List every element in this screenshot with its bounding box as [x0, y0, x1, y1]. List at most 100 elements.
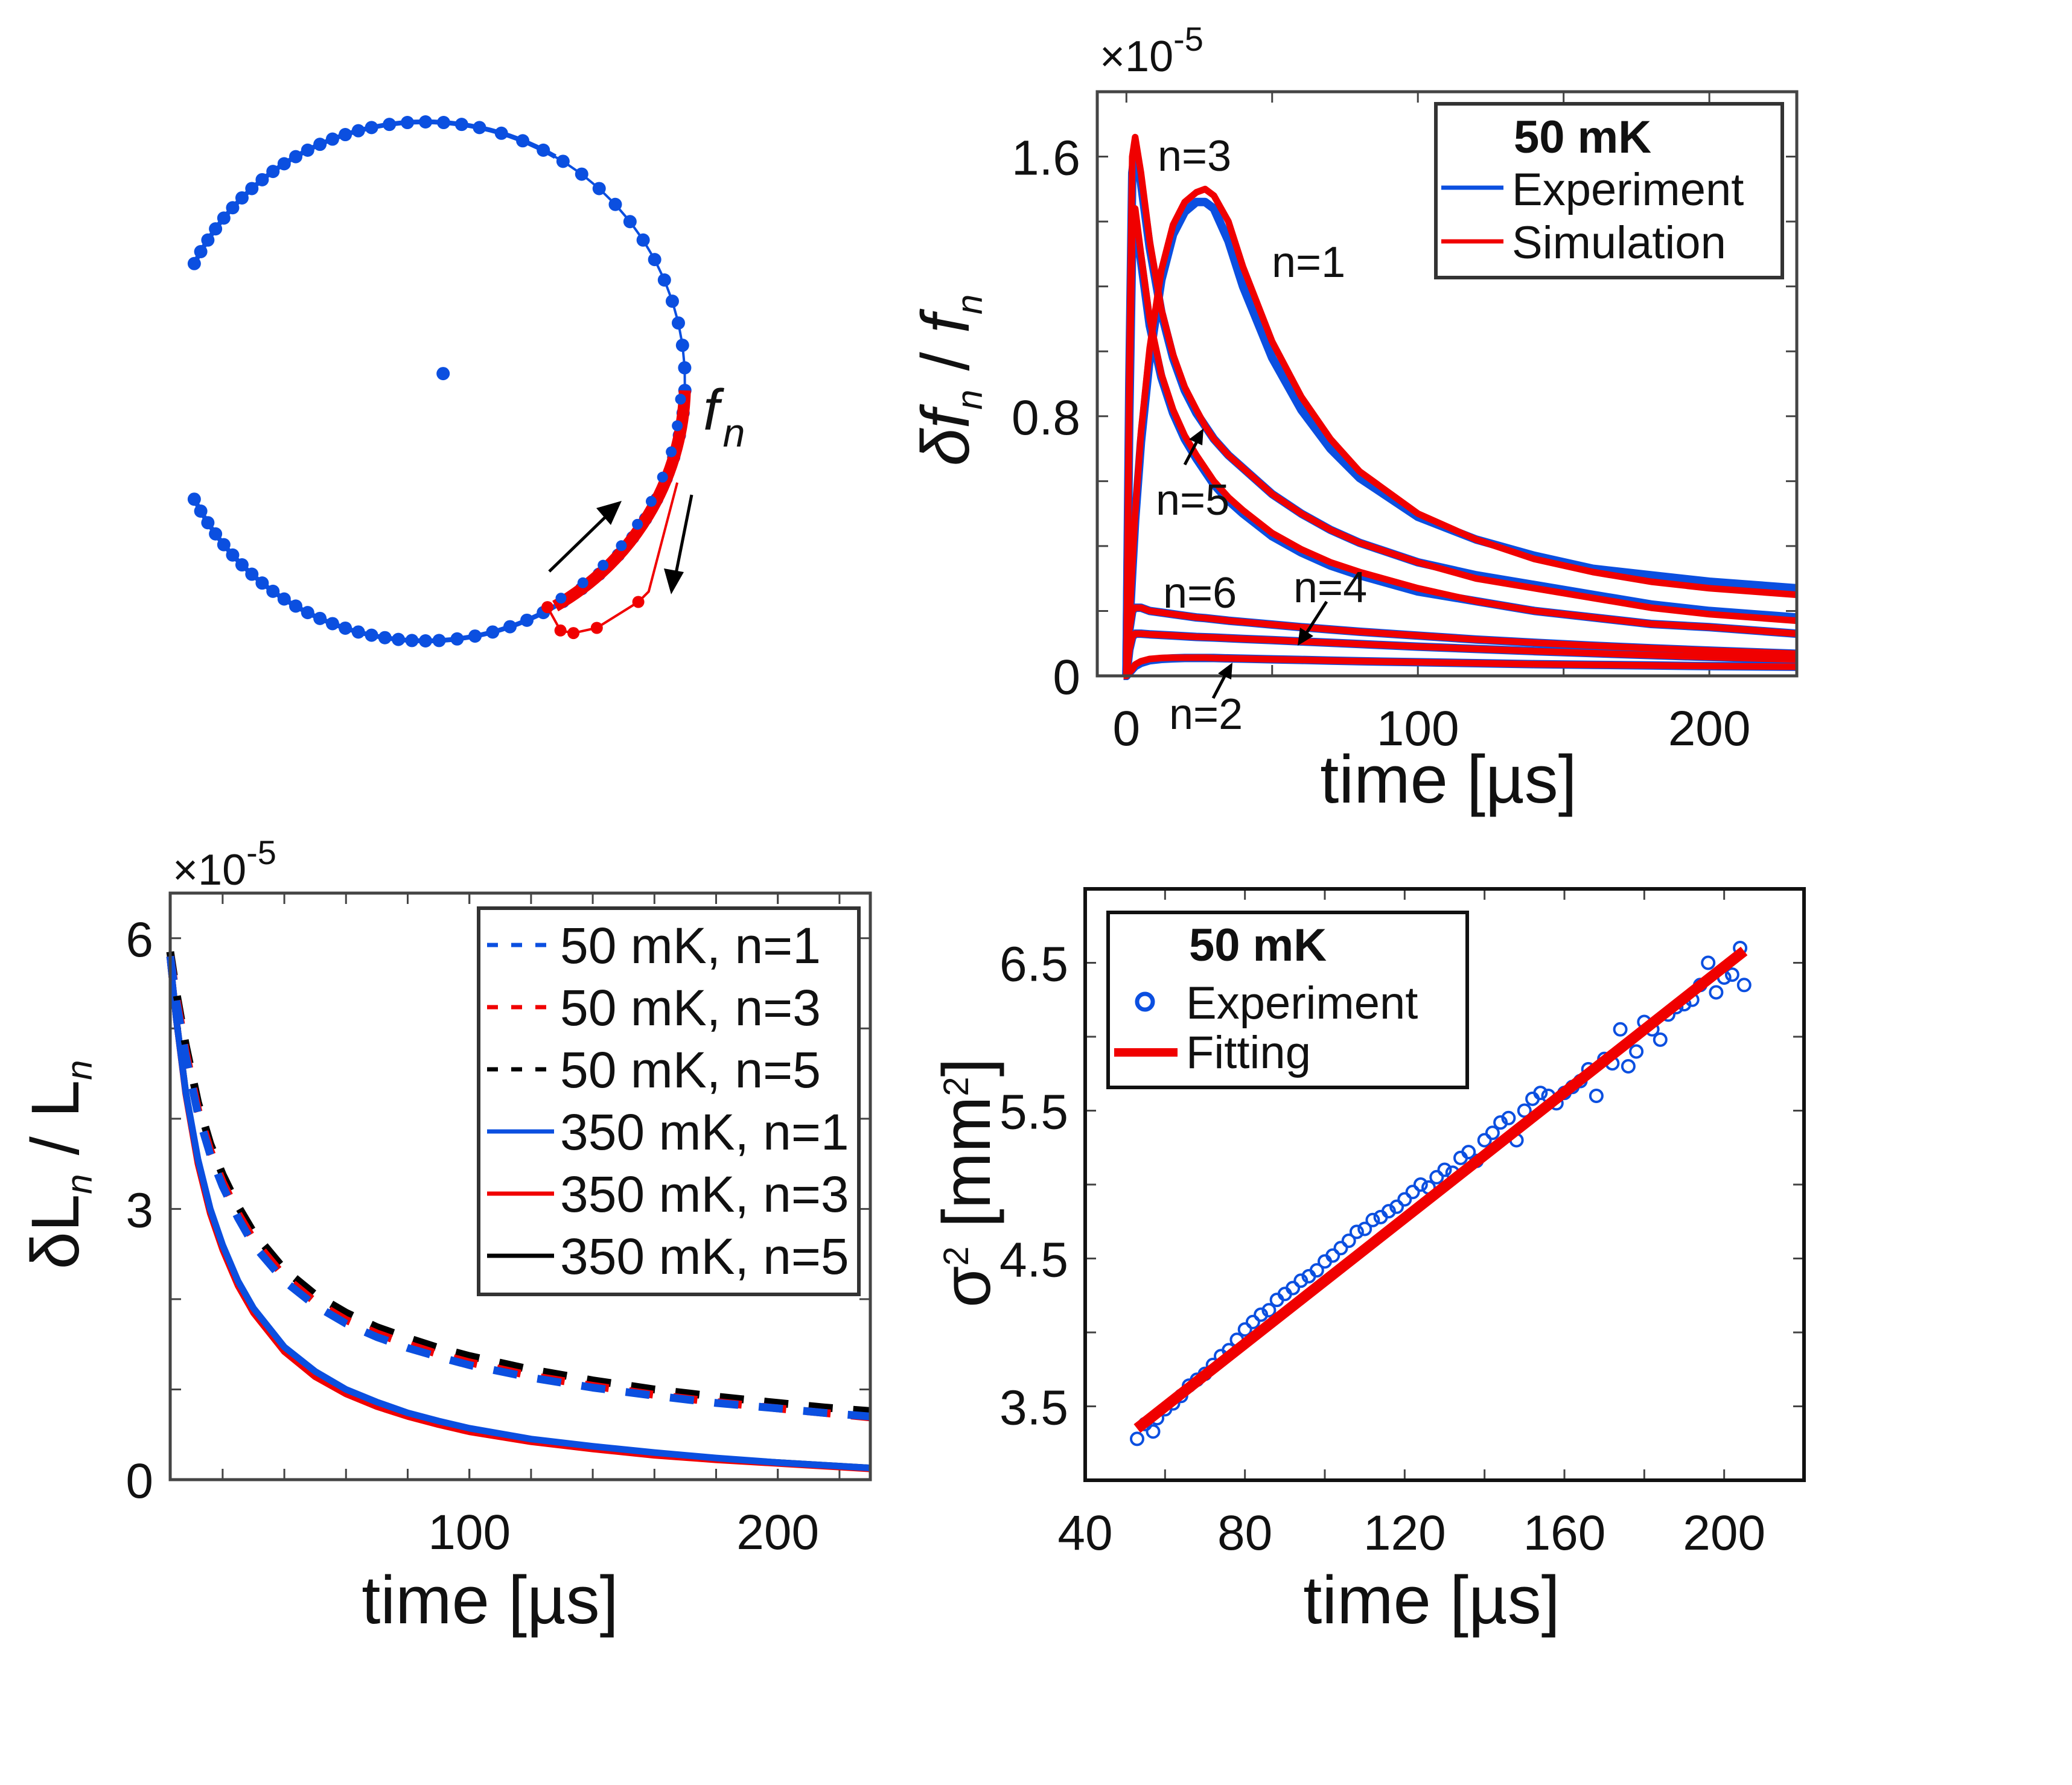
experiment-point: [1613, 1022, 1628, 1037]
experiment-point: [1357, 1221, 1372, 1236]
resonance-point: [450, 632, 464, 646]
panel-d-tick-labels: 40 80 120 160 200 3.5 4.5 5.5 6.5: [999, 937, 1765, 1561]
resonance-point: [468, 629, 482, 643]
x-tick-label: 40: [1057, 1506, 1112, 1561]
y-tick-label: 5.5: [999, 1085, 1068, 1140]
arrow-up-right-icon: [548, 501, 622, 573]
experiment-point: [1477, 1133, 1492, 1148]
panel-b-exponent: ×10-5: [1100, 20, 1203, 81]
x-tick-label: 200: [1683, 1506, 1765, 1561]
panel-b-y-title: δfn / fn: [908, 294, 990, 466]
resonance-point: [486, 625, 500, 639]
resonance-point: [187, 492, 201, 506]
experiment-point: [1461, 1145, 1476, 1160]
resonance-point: [575, 167, 588, 181]
arrow-n2-icon: [1211, 663, 1232, 699]
legend-label: 50 mK, n=1: [560, 917, 821, 974]
experiment-point: [1493, 1115, 1508, 1130]
resonance-point: [503, 620, 517, 634]
y-tick-label: 6: [126, 912, 153, 967]
experiment-point: [1517, 1103, 1532, 1118]
resonance-point: [289, 599, 302, 613]
resonance-point: [255, 173, 269, 186]
arrow-n4-icon: [1298, 600, 1328, 646]
response-point: [590, 622, 603, 634]
resonance-point: [201, 516, 215, 530]
experiment-point: [1485, 1125, 1500, 1141]
resonance-point: [301, 143, 314, 157]
experiment-point: [1245, 1314, 1260, 1329]
panel-c-legend: 50 mK, n=150 mK, n=3 50 mK, n=5 350 mK, n=…: [477, 906, 861, 1296]
resonance-point: [577, 577, 588, 588]
experiment-point: [1653, 1032, 1668, 1047]
annotation-n6: n=6: [1163, 569, 1237, 617]
resonance-point: [516, 134, 530, 148]
x-tick-label: 0: [1112, 701, 1140, 756]
resonance-point: [266, 584, 280, 598]
response-point: [632, 596, 645, 608]
resonance-point: [325, 617, 339, 631]
panel-b-series: [1122, 133, 1797, 680]
panel-c-y-title: δLn / Ln: [18, 1060, 100, 1269]
resonance-point: [245, 567, 259, 581]
experiment-point: [1413, 1177, 1428, 1192]
experiment-point: [1629, 1044, 1644, 1059]
resonance-point: [209, 527, 223, 541]
y-tick-label: 0: [1053, 650, 1080, 705]
resonance-point: [187, 256, 201, 270]
resonance-point: [632, 518, 643, 530]
arrow-down-icon: [664, 494, 693, 594]
resonance-point: [301, 606, 314, 620]
experiment-point: [1341, 1233, 1356, 1249]
resonance-point: [351, 625, 365, 639]
resonance-point: [436, 116, 450, 130]
experiment-point: [1533, 1086, 1548, 1101]
resonance-point: [494, 126, 508, 140]
resonance-point: [473, 121, 486, 135]
resonance-point: [657, 471, 668, 483]
annotation-n1: n=1: [1272, 238, 1345, 287]
annotation-n3: n=3: [1158, 132, 1231, 180]
resonance-point: [289, 150, 302, 164]
resonance-point: [672, 420, 683, 431]
annotation-n4: n=4: [1293, 564, 1367, 612]
resonance-point: [235, 558, 249, 572]
experiment-point: [1146, 1424, 1161, 1439]
x-tick-label: 120: [1363, 1506, 1446, 1561]
variance-fit-chart: 50 mK Experiment Fitting 40 80 120 160 200 3.…: [929, 887, 1806, 1638]
x-tick-label: 200: [1668, 701, 1751, 756]
y-tick-label: 0.8: [1012, 390, 1080, 445]
experiment-point: [1724, 967, 1739, 982]
experiment-point: [1736, 978, 1752, 993]
experiment-point: [1405, 1185, 1420, 1200]
resonance-point: [537, 143, 550, 157]
resonance-point: [636, 233, 650, 247]
y-tick-label: 0: [126, 1454, 153, 1509]
resonance-point: [365, 628, 378, 642]
panel-c-tick-labels: 100 200 0 3 6: [126, 912, 819, 1560]
resonance-point: [671, 316, 685, 330]
panel-d-fit-line: [1133, 946, 1748, 1433]
y-tick-label: 1.6: [1012, 131, 1080, 186]
y-tick-label: 6.5: [999, 937, 1068, 992]
panel-c-series: [166, 951, 871, 1472]
legend-label-experiment: Experiment: [1512, 164, 1744, 215]
panel-b-legend: 50 mK Experiment Simulation: [1434, 102, 1784, 279]
annotation-n5: n=5: [1156, 476, 1229, 524]
legend-label-simulation: Simulation: [1512, 217, 1726, 269]
resonance-point: [245, 182, 259, 196]
resonance-point: [616, 540, 627, 552]
legend-label: 50 mK, n=5: [560, 1042, 821, 1098]
series-n-6-simulation: [1123, 604, 1797, 679]
experiment-point: [1429, 1169, 1444, 1185]
resonance-point: [675, 393, 686, 405]
legend-label: 350 mK, n=5: [560, 1228, 849, 1285]
resonance-point: [313, 138, 327, 151]
resonance-point: [648, 253, 661, 267]
series-n-1-simulation: [1123, 185, 1797, 679]
resonance-point: [339, 621, 352, 635]
resonance-point: [266, 165, 280, 179]
x-tick-label: 100: [1377, 701, 1459, 756]
legend-title: 50 mK: [1189, 920, 1327, 971]
